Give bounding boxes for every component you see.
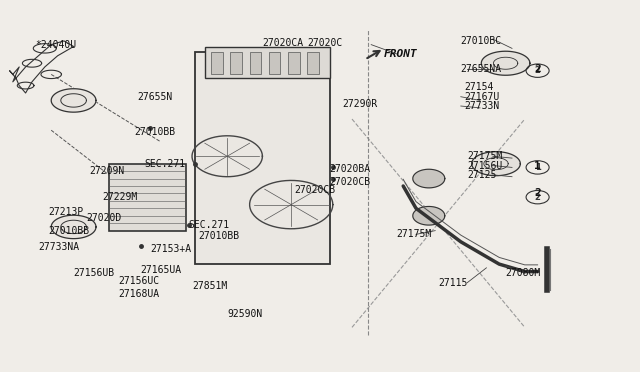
Text: *24040U: *24040U: [35, 40, 76, 49]
Text: 27213P: 27213P: [48, 207, 83, 217]
Polygon shape: [481, 51, 530, 75]
Text: 27655NA: 27655NA: [461, 64, 502, 74]
Text: 27156UB: 27156UB: [74, 269, 115, 278]
Text: 27080M: 27080M: [506, 269, 541, 278]
Text: 27010BB: 27010BB: [48, 226, 89, 235]
Text: 27175M: 27175M: [397, 230, 432, 239]
Text: 27010BB: 27010BB: [198, 231, 239, 241]
Text: 27851M: 27851M: [192, 282, 227, 291]
Polygon shape: [413, 169, 445, 188]
Bar: [269, 52, 280, 74]
Text: 27655N: 27655N: [138, 92, 173, 102]
Text: 27167U: 27167U: [464, 92, 499, 102]
Bar: [307, 52, 319, 74]
Bar: [230, 52, 242, 74]
Text: 27168UA: 27168UA: [118, 289, 159, 299]
Text: 27020CB: 27020CB: [330, 177, 371, 187]
Text: SEC.271: SEC.271: [144, 159, 185, 169]
Text: 27115: 27115: [438, 278, 468, 288]
Text: 27290R: 27290R: [342, 99, 378, 109]
Text: 27733NA: 27733NA: [38, 243, 79, 252]
Text: 27010BB: 27010BB: [134, 127, 175, 137]
Bar: [205, 46, 330, 78]
Text: 27165UA: 27165UA: [141, 265, 182, 275]
Text: 27125: 27125: [467, 170, 497, 180]
Text: 27020CA: 27020CA: [262, 38, 303, 48]
Text: 27156U: 27156U: [467, 161, 502, 170]
Text: 2: 2: [534, 64, 541, 74]
Text: 27010BC: 27010BC: [461, 36, 502, 46]
Text: 1: 1: [534, 163, 541, 172]
Bar: [109, 164, 186, 231]
Text: SEC.271: SEC.271: [189, 220, 230, 230]
Text: 27153+A: 27153+A: [150, 244, 191, 254]
Polygon shape: [51, 215, 96, 238]
Text: 27175M: 27175M: [467, 151, 502, 161]
Text: 27209N: 27209N: [90, 166, 125, 176]
Text: 27020D: 27020D: [86, 213, 122, 222]
Text: 27229M: 27229M: [102, 192, 138, 202]
Polygon shape: [413, 206, 445, 225]
Text: 2: 2: [534, 189, 541, 198]
Bar: [195, 52, 330, 264]
Text: 27154: 27154: [464, 83, 493, 92]
Text: FRONT: FRONT: [384, 49, 418, 59]
Text: 92590N: 92590N: [227, 310, 262, 319]
Text: 27020BA: 27020BA: [330, 164, 371, 174]
Text: 1: 1: [534, 161, 541, 170]
Polygon shape: [472, 152, 520, 176]
Bar: [288, 52, 300, 74]
Bar: [211, 52, 223, 74]
Polygon shape: [51, 89, 96, 112]
Text: 2: 2: [534, 66, 541, 75]
Text: 27020C: 27020C: [307, 38, 342, 48]
Text: 27156UC: 27156UC: [118, 276, 159, 286]
Text: 27020CB: 27020CB: [294, 185, 335, 195]
Text: 2: 2: [534, 193, 541, 202]
Bar: [250, 52, 261, 74]
Text: 27733N: 27733N: [464, 101, 499, 111]
